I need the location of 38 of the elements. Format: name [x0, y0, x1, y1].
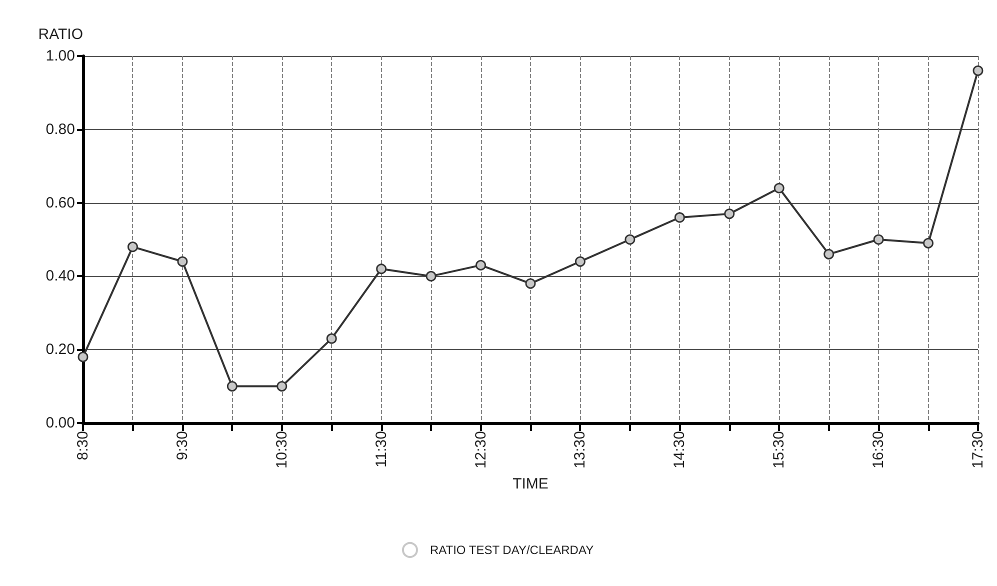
point	[824, 248, 834, 260]
y-tick-label: 1.00	[46, 48, 75, 64]
point	[376, 264, 387, 274]
point	[476, 260, 486, 270]
x-tick-label: 13:30	[572, 431, 589, 469]
x-tick-label: 17:30	[970, 431, 986, 469]
x-tick-label: 11:30	[372, 431, 390, 468]
point	[426, 270, 436, 282]
x-tick-label: 8:30	[74, 431, 92, 460]
y-tick-label: 0.40	[46, 268, 75, 285]
y-tick-label: 0.00	[46, 414, 75, 432]
point	[326, 333, 337, 344]
point	[226, 381, 238, 392]
point	[276, 381, 288, 392]
point	[574, 256, 586, 267]
point	[972, 65, 984, 76]
point	[525, 278, 536, 289]
x-tick-label: 14:30	[671, 431, 688, 469]
point	[873, 234, 884, 245]
point	[177, 256, 188, 267]
point	[78, 352, 88, 362]
y-axis-title: RATIO	[38, 26, 83, 43]
x-axis-title: TIME	[512, 475, 548, 492]
y-tick-label: 0.80	[46, 120, 75, 138]
x-tick-label: 9:30	[174, 431, 191, 460]
x-tick-label: 10:30	[273, 431, 290, 469]
point	[624, 234, 636, 245]
x-tick-label: 15:30	[770, 431, 788, 469]
legend-label: RATIO TEST DAY/CLEARDAY	[430, 543, 594, 557]
point	[774, 182, 784, 194]
point	[127, 242, 138, 252]
x-tick-label: 16:30	[870, 431, 888, 469]
point	[923, 238, 934, 248]
y-tick-label: 0.20	[46, 341, 75, 358]
point	[674, 212, 685, 223]
y-tick-label: 0.60	[46, 194, 75, 212]
x-tick-label: 12:30	[472, 431, 490, 469]
point	[724, 208, 735, 220]
